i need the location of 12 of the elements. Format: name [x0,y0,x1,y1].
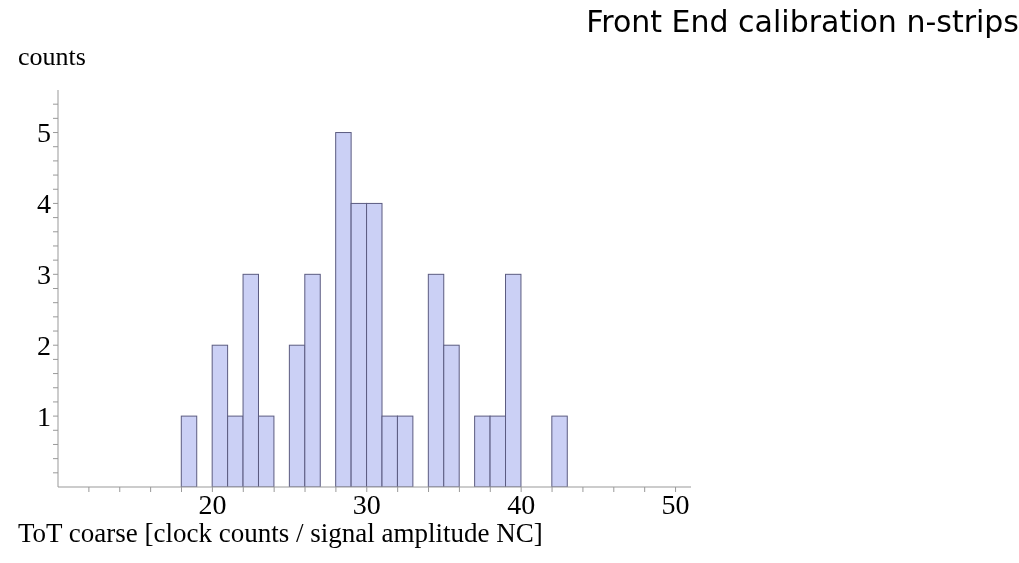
y-tick-label: 2 [37,330,51,362]
y-tick-label: 3 [37,259,51,291]
x-tick-label: 30 [352,488,381,520]
x-axis-title: ToT coarse [clock counts / signal amplitude NC] [18,518,543,549]
y-axis-title: counts [18,42,86,72]
text: Front End calibration n-strips [586,4,1019,39]
y-tick-label: 1 [37,401,51,433]
x-tick-label: 40 [507,488,536,520]
y-tick-label: 5 [37,117,51,149]
x-tick-label: 50 [661,488,690,520]
x-tick-label: 20 [198,488,227,520]
y-tick-label: 4 [37,188,51,220]
